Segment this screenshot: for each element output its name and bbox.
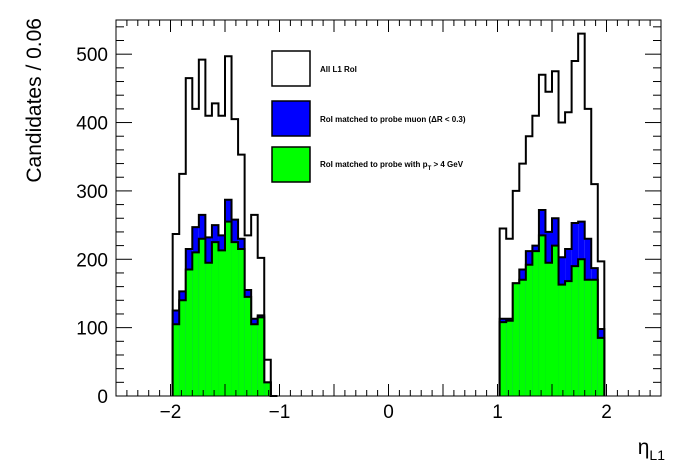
pt4-bar: [512, 283, 520, 396]
y-tick-label: 0: [97, 387, 108, 408]
pt4-bar: [506, 320, 513, 396]
x-tick-label: 1: [492, 402, 503, 423]
all-bar: [251, 214, 258, 396]
legend-swatch-pt4: [271, 146, 311, 183]
x-tick-label: 0: [383, 402, 394, 423]
legend: All L1 RoI RoI matched to probe muon (ΔR…: [271, 50, 466, 183]
legend-label-probe-muon: RoI matched to probe muon (ΔR < 0.3): [320, 115, 466, 124]
pt4-bar: [584, 279, 592, 396]
x-tick-label: 2: [601, 402, 612, 423]
y-tick-label: 300: [76, 182, 108, 203]
pt4-outline-right: [498, 234, 606, 396]
pt4-bar: [571, 266, 579, 396]
pt-4gev-series: [171, 220, 606, 397]
pt4-bar: [211, 242, 219, 396]
pt4-bar: [532, 251, 539, 396]
all-bar: [264, 359, 271, 396]
pt4-bar: [179, 300, 186, 396]
pt4-bar: [238, 249, 245, 396]
all-bar: [179, 173, 186, 396]
legend-label-pt4-sub: T: [428, 166, 432, 172]
pt4-bar: [198, 238, 206, 396]
pt4-bar: [225, 221, 232, 396]
pt4-bar: [251, 324, 258, 396]
pt4-bar: [565, 281, 572, 396]
y-tick-label: 400: [76, 114, 108, 135]
pt4-bar: [264, 382, 271, 396]
pt4-bar: [519, 279, 526, 396]
y-tick-label: 100: [76, 319, 108, 340]
y-tick-label: 500: [76, 45, 108, 66]
pt4-bar: [558, 284, 566, 396]
y-axis-title: Candidates / 0.06: [23, 18, 46, 183]
all-bar: [578, 33, 585, 396]
pt4-bar: [218, 250, 225, 396]
pt4-bar: [525, 264, 533, 396]
axis-tick-labels: −2 −1 0 1 2 0 100 200 300 400 500: [76, 45, 611, 423]
x-tick-label: −1: [269, 402, 291, 423]
legend-label-pt4: RoI matched to probe with pT > 4 GeV: [320, 160, 464, 172]
pt4-bar: [185, 269, 193, 396]
y-tick-label: 200: [76, 250, 108, 271]
pt4-bar: [545, 262, 552, 396]
axis-ticks: [115, 20, 662, 397]
legend-label-pt4-main: RoI matched to probe with p: [320, 160, 428, 169]
x-tick-label: −2: [160, 402, 182, 423]
pt4-bar: [597, 337, 605, 396]
x-axis-title-main: η: [638, 436, 650, 459]
pt4-bar: [205, 262, 212, 396]
pt4-bar: [231, 242, 239, 396]
pt4-bar: [538, 235, 546, 396]
probe_muon-outline-right: [498, 209, 606, 396]
all-outline-left: [171, 55, 278, 397]
legend-label-pt4-tail: > 4 GeV: [431, 160, 463, 169]
pt4-bar: [257, 317, 265, 396]
pt4-bar: [578, 259, 585, 396]
pt4-bar: [591, 279, 598, 396]
legend-swatch-probe-muon: [271, 100, 311, 137]
all-bar: [185, 78, 193, 396]
x-axis-title-sub: L1: [649, 447, 665, 463]
pt4-bar: [172, 324, 180, 396]
pt4-bar: [499, 322, 507, 396]
x-axis-title: ηL1: [638, 436, 665, 463]
all-bar: [499, 228, 507, 396]
all-outline-right: [498, 32, 606, 396]
pt4-bar: [552, 245, 559, 396]
pt4-bar: [192, 252, 199, 396]
pt4-outline-left: [171, 220, 278, 397]
legend-label-all: All L1 RoI: [320, 65, 357, 74]
pt4-bar: [244, 296, 252, 396]
legend-swatch-all: [271, 50, 311, 87]
all-bar: [506, 238, 513, 396]
